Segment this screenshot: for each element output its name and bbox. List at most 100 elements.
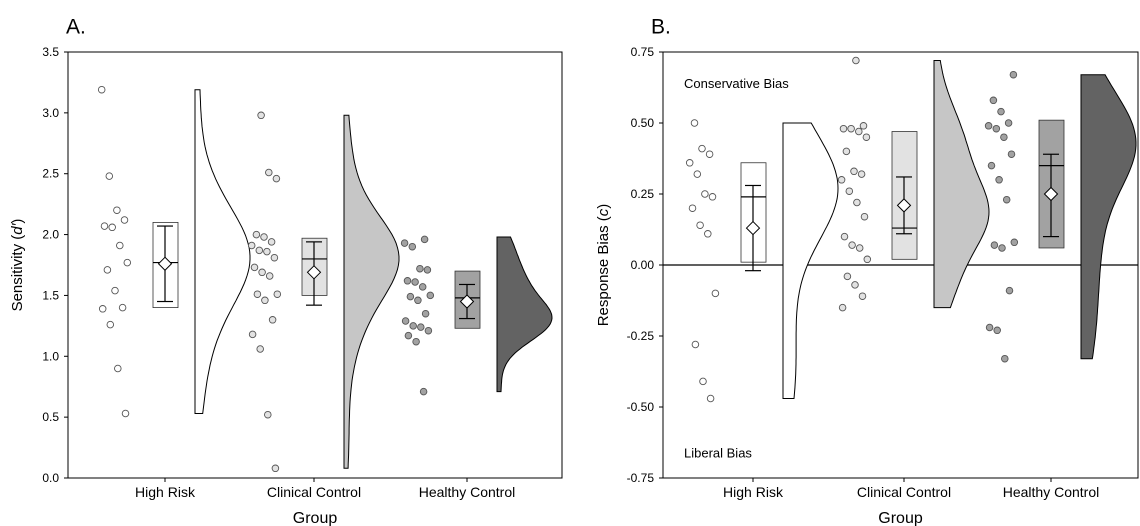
data-point xyxy=(984,122,993,130)
data-point xyxy=(853,198,861,207)
x-tick-label: Clinical Control xyxy=(267,484,361,500)
y-tick-label: 0.5 xyxy=(42,410,59,424)
data-point xyxy=(400,239,409,247)
data-point xyxy=(273,290,282,298)
data-point xyxy=(118,303,127,312)
data-point xyxy=(121,409,130,418)
data-point xyxy=(253,290,262,298)
group-high-risk: High Risk xyxy=(97,85,251,500)
y-tick-label: 0.50 xyxy=(631,116,655,130)
data-point xyxy=(848,241,856,249)
data-point xyxy=(1010,238,1019,247)
y-axis-label: Response Bias (c) xyxy=(595,204,612,327)
data-point xyxy=(260,233,268,241)
violin-half xyxy=(343,114,400,469)
y-tick-label: -0.50 xyxy=(627,400,655,414)
data-point xyxy=(1005,286,1014,295)
data-point xyxy=(120,216,129,224)
violin-half xyxy=(782,122,839,400)
data-point xyxy=(837,176,846,184)
data-point xyxy=(420,235,429,244)
data-point xyxy=(255,246,264,255)
mean-marker xyxy=(1043,186,1059,202)
data-point xyxy=(987,161,996,170)
data-point xyxy=(97,85,106,94)
data-point xyxy=(424,326,433,335)
data-point xyxy=(998,244,1006,252)
data-point xyxy=(711,289,720,298)
data-point xyxy=(857,170,866,178)
x-tick-label: High Risk xyxy=(135,484,196,500)
data-point xyxy=(690,119,699,127)
data-point xyxy=(842,147,851,156)
data-point xyxy=(423,266,432,274)
mean-marker xyxy=(157,256,173,271)
data-point xyxy=(839,124,848,133)
x-axis-label: Group xyxy=(878,510,923,526)
data-point xyxy=(271,464,280,473)
annotation-liberal-bias: Liberal Bias xyxy=(684,445,752,460)
data-point xyxy=(123,258,132,267)
data-point xyxy=(852,56,860,65)
data-point xyxy=(108,223,116,232)
violin-half xyxy=(1080,74,1137,360)
data-point xyxy=(858,292,867,300)
y-tick-label: 0.00 xyxy=(631,258,655,272)
mean-marker xyxy=(459,294,475,309)
data-point xyxy=(411,278,419,286)
panel-b-: B. -0.75 -0.50 -0.25 0.00 0.25 0.50 0.75 Conserv… xyxy=(595,16,1139,526)
data-point xyxy=(698,144,706,153)
data-point xyxy=(106,320,115,329)
data-point xyxy=(257,111,265,120)
data-point xyxy=(843,272,852,281)
data-point xyxy=(268,316,277,324)
y-tick-label: -0.25 xyxy=(627,329,655,343)
data-point xyxy=(850,167,858,176)
data-point xyxy=(265,272,274,280)
y-tick-label: 2.0 xyxy=(42,228,59,242)
data-point xyxy=(270,253,279,262)
data-point xyxy=(997,107,1005,116)
data-point xyxy=(406,292,415,301)
group-healthy-control: Healthy Control xyxy=(984,70,1137,500)
data-point xyxy=(699,377,707,386)
group-high-risk: High Risk xyxy=(685,119,839,500)
y-tick-label: 1.5 xyxy=(42,288,59,302)
data-point xyxy=(401,317,410,325)
data-point xyxy=(417,323,425,331)
annotation-conservative-bias: Conservative Bias xyxy=(684,76,789,91)
data-point xyxy=(261,296,269,305)
data-point xyxy=(847,124,855,133)
data-point xyxy=(701,190,709,198)
data-point xyxy=(863,255,872,264)
data-point xyxy=(691,340,700,349)
data-point xyxy=(409,322,417,330)
data-point xyxy=(426,291,435,300)
data-point xyxy=(103,266,112,274)
data-point xyxy=(1004,119,1013,127)
data-point xyxy=(252,230,261,239)
x-tick-label: Healthy Control xyxy=(419,484,516,500)
data-point xyxy=(256,345,264,353)
data-point xyxy=(404,331,413,340)
violin-half xyxy=(194,89,251,415)
group-healthy-control: Healthy Control xyxy=(400,235,553,500)
y-axis-label: Sensitivity (d′) xyxy=(9,219,26,312)
x-axis-label: Group xyxy=(293,510,338,526)
data-point xyxy=(412,337,420,346)
data-point xyxy=(418,283,427,291)
plot-frame xyxy=(67,51,563,479)
panel-a-: A. 0.0 0.5 1.0 1.5 2.0 2.5 3.0 3.5 Sensitivity (d… xyxy=(9,16,563,526)
data-point xyxy=(267,238,276,246)
data-point xyxy=(995,176,1003,184)
y-tick-label: 3.0 xyxy=(42,106,59,120)
data-point xyxy=(838,303,847,312)
data-point xyxy=(250,263,259,272)
data-point xyxy=(111,286,119,295)
data-point xyxy=(704,230,712,238)
data-point xyxy=(862,133,871,141)
data-point xyxy=(113,206,121,214)
mean-marker xyxy=(306,265,322,280)
data-point xyxy=(989,96,998,105)
